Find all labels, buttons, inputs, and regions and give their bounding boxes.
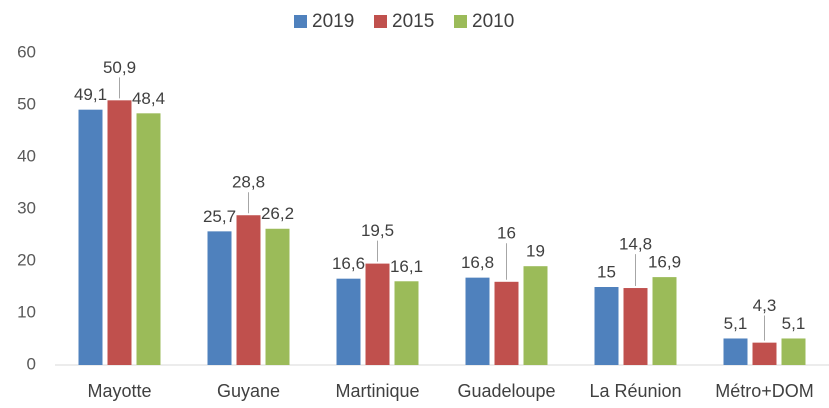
legend-label: 2015: [392, 11, 434, 32]
bar: [365, 263, 390, 365]
data-label: 50,9: [103, 58, 136, 77]
bar: [752, 342, 777, 365]
data-label: 26,2: [261, 204, 294, 223]
bar: [107, 100, 132, 365]
x-tick-label: La Réunion: [589, 381, 681, 401]
data-label: 28,8: [232, 173, 265, 192]
x-tick-label: Métro+DOM: [715, 381, 814, 401]
data-label: 15: [597, 262, 616, 281]
bar: [236, 215, 261, 365]
bar: [78, 109, 103, 366]
x-tick-label: Guyane: [217, 381, 280, 401]
data-label: 16,1: [390, 257, 423, 276]
legend-swatch: [374, 15, 387, 28]
bar: [265, 228, 290, 365]
y-tick-label: 50: [17, 94, 36, 113]
x-tick-label: Guadeloupe: [457, 381, 555, 401]
y-tick-label: 40: [17, 146, 36, 165]
data-label: 14,8: [619, 235, 652, 254]
x-tick-label: Martinique: [335, 381, 419, 401]
data-label: 16: [497, 224, 516, 243]
legend-swatch: [294, 15, 307, 28]
x-tick-label: Mayotte: [87, 381, 151, 401]
y-tick-label: 20: [17, 250, 36, 269]
bar: [207, 231, 232, 365]
y-tick-label: 60: [17, 42, 36, 61]
bar: [465, 277, 490, 365]
bar: [136, 113, 161, 365]
data-label: 49,1: [74, 85, 107, 104]
legend-label: 2010: [472, 11, 514, 32]
bar: [494, 281, 519, 365]
bar: [594, 287, 619, 365]
bar: [781, 338, 806, 365]
data-label: 16,9: [648, 253, 681, 272]
legend-swatch: [454, 15, 467, 28]
bar: [336, 278, 361, 365]
bar: [723, 338, 748, 365]
data-label: 19: [526, 242, 545, 261]
data-label: 16,8: [461, 253, 494, 272]
data-label: 5,1: [782, 314, 806, 333]
data-label: 5,1: [724, 314, 748, 333]
bar: [652, 277, 677, 365]
bar: [394, 281, 419, 365]
bar: [623, 288, 648, 365]
y-tick-label: 30: [17, 198, 36, 217]
data-label: 4,3: [753, 296, 777, 315]
bar: [523, 266, 548, 365]
data-label: 16,6: [332, 254, 365, 273]
data-label: 19,5: [361, 221, 394, 240]
data-label: 25,7: [203, 207, 236, 226]
data-label: 48,4: [132, 89, 165, 108]
legend-label: 2019: [312, 11, 354, 32]
y-tick-label: 0: [27, 354, 36, 373]
y-tick-label: 10: [17, 302, 36, 321]
